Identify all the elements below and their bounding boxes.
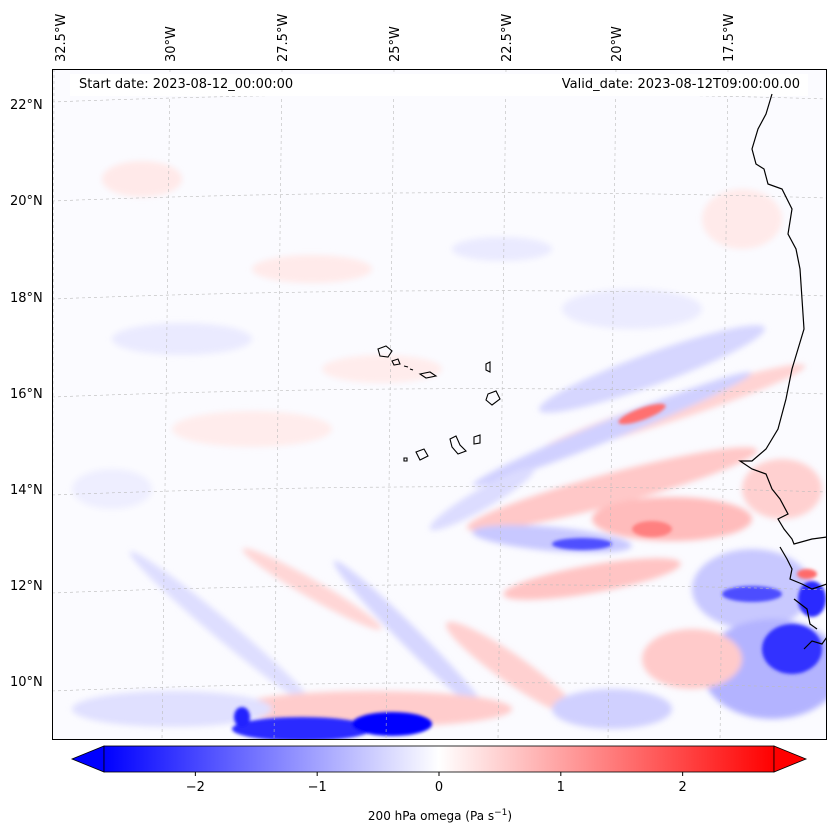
map-panel[interactable]: Start date: 2023-08-12_00:00:00 Valid_da… [52,69,827,740]
lat-label-20n: 20°N [10,194,43,209]
colorbar-tick-marks [194,772,684,776]
omega-field-strong [232,403,826,740]
lon-label-25w: 25°W [388,26,403,62]
lon-label-22-5w: 22.5°W [500,13,515,62]
lat-label-22n: 22°N [10,98,43,113]
colorbar-label: 200 hPa omega (Pa s−1) [367,808,513,823]
lon-label-17-5w: 17.5°W [722,13,737,62]
colorbar-tick-label: −2 [185,780,205,795]
colorbar-pos-extend [773,745,808,773]
lat-label-18n: 18°N [10,291,43,306]
map-border [52,69,827,740]
map-canvas [52,69,827,740]
colorbar-tick-label: −1 [307,780,327,795]
colorbar-tick-label: 1 [556,780,565,795]
omega-field [72,161,827,729]
colorbar-tick-label: 2 [678,780,687,795]
colorbar-neg-extend [70,745,105,773]
lon-label-27-5w: 27.5°W [276,13,291,62]
lat-label-12n: 12°N [10,579,43,594]
lat-label-14n: 14°N [10,483,43,498]
lon-label-30w: 30°W [164,26,179,62]
lon-label-20w: 20°W [610,26,625,62]
cape-verde-islands [377,345,501,462]
coastline [738,93,827,650]
colorbar [70,745,808,776]
colorbar-tick-label: 0 [434,780,444,795]
colorbar-gradient [103,745,775,773]
valid-date-label: Valid_date: 2023-08-12T09:00:00.00 [561,77,800,92]
start-date-label: Start date: 2023-08-12_00:00:00 [79,77,294,92]
lat-label-16n: 16°N [10,387,43,402]
header-box [70,74,808,96]
lat-label-10n: 10°N [10,675,43,690]
lon-label-32-5w: 32.5°W [54,13,69,62]
